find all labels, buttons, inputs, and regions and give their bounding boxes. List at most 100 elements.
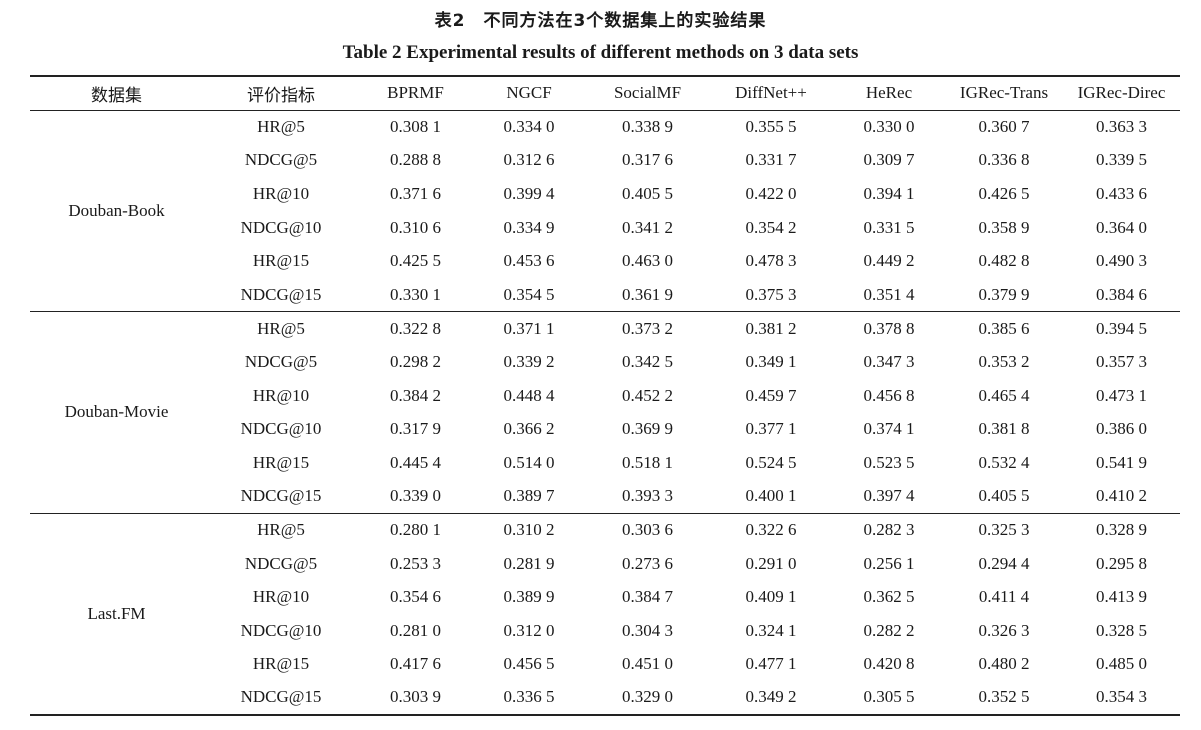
value-cell: 0.322 8 [390,318,441,338]
value-cell: 0.452 2 [622,385,673,405]
value-cell: 0.363 3 [1096,117,1147,137]
value-cell: 0.336 8 [978,150,1030,170]
value-cell: 0.478 3 [745,251,797,271]
value-cell: 0.394 5 [1096,318,1147,338]
value-cell: 0.331 5 [863,217,915,237]
value-cell: 0.366 2 [503,419,555,439]
value-cell: 0.532 4 [978,452,1030,472]
value-cell: 0.409 1 [745,587,797,607]
value-cell: 0.448 4 [503,385,555,405]
value-cell: 0.354 6 [390,587,441,607]
metric-cell: HR@10 [252,587,310,607]
value-cell: 0.425 5 [390,251,441,271]
header-socialmf: SocialMF [586,75,709,111]
metric-cell: NDCG@15 [240,687,322,707]
dataset-group: Douban-Movie HR@5 0.322 8 0.371 1 0.373 2 0.3… [30,312,1180,514]
metric-cell: NDCG@5 [244,553,318,573]
value-cell: 0.303 9 [390,687,441,707]
value-cell: 0.445 4 [390,452,441,472]
table-row: NDCG@10 0.317 9 0.366 2 0.369 9 0.377 1 0.374… [30,412,1180,446]
header-dataset: 数据集 [30,75,203,111]
value-cell: 0.322 6 [745,520,797,540]
value-cell: 0.456 8 [863,385,915,405]
value-cell: 0.459 7 [745,385,797,405]
table-row: NDCG@5 0.253 3 0.281 9 0.273 6 0.291 0 0.256 … [30,547,1180,581]
header-row: 数据集 评价指标 BPRMF NGCF SocialMF DiffNet++ H… [30,75,1180,111]
table-row: NDCG@10 0.310 6 0.334 9 0.341 2 0.354 2 0.331… [30,211,1180,245]
value-cell: 0.330 0 [863,117,915,137]
dataset-name-cell: Douban-Book [68,200,165,220]
value-cell: 0.389 9 [503,587,555,607]
header-diffnet: DiffNet++ [709,75,833,111]
value-cell: 0.281 9 [503,553,555,573]
value-cell: 0.465 4 [978,385,1030,405]
value-cell: 0.282 2 [863,620,915,640]
value-cell: 0.312 0 [503,620,555,640]
metric-cell: HR@15 [252,452,310,472]
metric-cell: HR@5 [257,318,305,338]
table-row: HR@10 0.384 2 0.448 4 0.452 2 0.459 7 0.456 8… [30,379,1180,413]
metric-cell: HR@10 [252,183,310,203]
value-cell: 0.453 6 [503,251,555,271]
value-cell: 0.371 1 [503,318,555,338]
value-cell: 0.371 6 [390,183,441,203]
value-cell: 0.379 9 [978,284,1030,304]
value-cell: 0.384 2 [390,385,441,405]
value-cell: 0.304 3 [622,620,673,640]
value-cell: 0.310 6 [390,217,441,237]
value-cell: 0.385 6 [978,318,1030,338]
value-cell: 0.349 2 [745,687,797,707]
metric-cell: HR@15 [252,654,310,674]
header-metric: 评价指标 [203,75,359,111]
value-cell: 0.433 6 [1096,183,1147,203]
header-bprmf: BPRMF [359,75,472,111]
value-cell: 0.282 3 [863,520,915,540]
value-cell: 0.393 3 [622,486,673,506]
value-cell: 0.477 1 [745,654,797,674]
value-cell: 0.352 5 [978,687,1030,707]
table-row: NDCG@15 0.339 0 0.389 7 0.393 3 0.400 1 0.397… [30,480,1180,514]
value-cell: 0.375 3 [745,284,797,304]
value-cell: 0.389 7 [503,486,555,506]
value-cell: 0.341 2 [622,217,673,237]
value-cell: 0.514 0 [503,452,555,472]
table-row: Douban-Movie HR@5 0.322 8 0.371 1 0.373 2 0.3… [30,312,1180,422]
value-cell: 0.317 9 [390,419,441,439]
dataset-group: Douban-Book HR@5 0.308 1 0.334 0 0.338 9 0.35… [30,110,1180,312]
metric-cell: NDCG@15 [240,486,322,506]
value-cell: 0.386 0 [1096,419,1147,439]
value-cell: 0.400 1 [745,486,797,506]
value-cell: 0.377 1 [745,419,797,439]
value-cell: 0.317 6 [622,150,673,170]
value-cell: 0.281 0 [390,620,441,640]
value-cell: 0.417 6 [390,654,441,674]
table-row: NDCG@5 0.288 8 0.312 6 0.317 6 0.331 7 0.309 … [30,144,1180,178]
value-cell: 0.360 7 [978,117,1030,137]
value-cell: 0.330 1 [390,284,441,304]
value-cell: 0.288 8 [390,150,441,170]
metric-cell: HR@5 [257,520,305,540]
value-cell: 0.490 3 [1096,251,1147,271]
metric-cell: NDCG@10 [240,419,322,439]
value-cell: 0.303 6 [622,520,673,540]
table-row: Last.FM HR@5 0.280 1 0.310 2 0.303 6 0.322 6 0… [30,513,1180,622]
results-table: 数据集 评价指标 BPRMF NGCF SocialMF DiffNet++ H… [30,75,1180,716]
table-row: HR@10 0.371 6 0.399 4 0.405 5 0.422 0 0.394 1… [30,177,1180,211]
value-cell: 0.362 5 [863,587,915,607]
value-cell: 0.374 1 [863,419,915,439]
value-cell: 0.291 0 [745,553,797,573]
value-cell: 0.482 8 [978,251,1030,271]
value-cell: 0.334 0 [503,117,555,137]
value-cell: 0.339 2 [503,351,555,371]
value-cell: 0.336 5 [503,687,555,707]
table-row: NDCG@10 0.281 0 0.312 0 0.304 3 0.324 1 0.282… [30,614,1180,648]
value-cell: 0.256 1 [863,553,915,573]
value-cell: 0.347 3 [863,351,915,371]
header-igrec-direc: IGRec-Direc [1063,75,1180,111]
value-cell: 0.349 1 [745,351,797,371]
value-cell: 0.361 9 [622,284,673,304]
value-cell: 0.373 2 [622,318,673,338]
value-cell: 0.280 1 [390,520,441,540]
dataset-name-cell: Douban-Movie [64,402,169,422]
value-cell: 0.308 1 [390,117,441,137]
